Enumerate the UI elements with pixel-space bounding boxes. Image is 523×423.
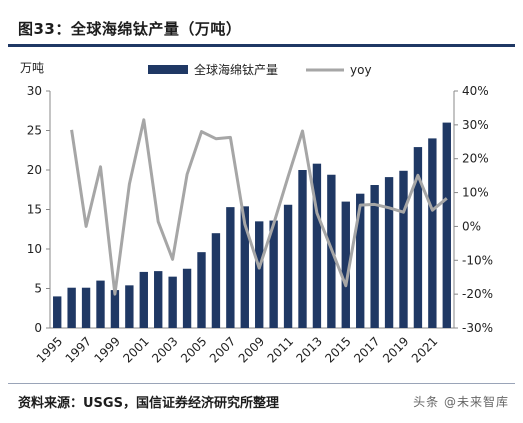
production-bar bbox=[240, 206, 249, 328]
x-axis-tick-label: 2005 bbox=[178, 334, 209, 365]
title-rule bbox=[8, 44, 515, 47]
right-axis-tick-label: 30% bbox=[462, 118, 489, 132]
left-axis-tick-label: 25 bbox=[27, 124, 42, 138]
x-axis-tick-label: 1999 bbox=[91, 334, 122, 365]
chart: 0 5 10 15 20 25 30 万吨 -30% -20% -10% 0% 10% 20% 30% 40%… bbox=[0, 48, 523, 380]
production-bar bbox=[370, 185, 379, 328]
chart-svg: 0 5 10 15 20 25 30 万吨 -30% -20% -10% 0% 10% 20% 30% 40%… bbox=[20, 61, 493, 366]
watermark: 头条 @未来智库 bbox=[413, 395, 509, 409]
production-bar bbox=[81, 287, 91, 328]
legend-bar-swatch bbox=[148, 65, 188, 74]
legend-bar-label: 全球海绵钛产量 bbox=[194, 62, 278, 77]
production-bar bbox=[341, 201, 350, 328]
production-bar bbox=[413, 147, 423, 328]
production-bar bbox=[283, 204, 293, 328]
production-bar bbox=[182, 268, 192, 328]
x-axis-tick-label: 2001 bbox=[120, 334, 151, 365]
x-axis-tick-label: 2007 bbox=[207, 334, 238, 365]
right-axis-tick-label: 10% bbox=[462, 186, 489, 200]
figure-title: 图33：全球海绵钛产量（万吨） bbox=[18, 20, 242, 38]
left-axis-unit-label: 万吨 bbox=[20, 61, 44, 75]
right-axis-tick-label: 0% bbox=[462, 219, 481, 233]
right-axis-tick-label: -30% bbox=[462, 321, 493, 335]
production-bar bbox=[399, 170, 408, 328]
production-bar bbox=[125, 285, 134, 328]
left-axis-tick-label: 20 bbox=[27, 163, 42, 177]
x-axis-tick-label: 1995 bbox=[34, 334, 65, 365]
production-bar bbox=[154, 271, 163, 328]
production-bar bbox=[96, 280, 105, 328]
left-axis-tick-label: 0 bbox=[34, 321, 42, 335]
left-axis-tick-label: 15 bbox=[27, 203, 42, 217]
production-bar bbox=[53, 296, 62, 328]
production-bar bbox=[269, 220, 278, 328]
production-bar bbox=[428, 138, 437, 328]
production-bar bbox=[255, 221, 264, 328]
production-bar bbox=[356, 193, 365, 328]
left-axis-tick-label: 10 bbox=[27, 242, 42, 256]
right-axis-tick-label: 20% bbox=[462, 152, 489, 166]
right-axis-tick-label: -20% bbox=[462, 287, 493, 301]
legend-line-label: yoy bbox=[350, 63, 372, 77]
production-bar bbox=[211, 233, 221, 328]
source-note: 资料来源：USGS，国信证券经济研究所整理 bbox=[18, 396, 279, 411]
x-axis-tick-label: 2013 bbox=[293, 334, 324, 365]
source-rule bbox=[8, 383, 515, 384]
production-bar bbox=[110, 290, 120, 328]
production-bar bbox=[168, 276, 177, 328]
x-axis-tick-label: 2019 bbox=[380, 334, 411, 365]
production-bar bbox=[226, 207, 235, 328]
production-bar bbox=[197, 252, 206, 328]
production-bar bbox=[442, 122, 451, 328]
x-axis-tick-label: 2015 bbox=[322, 334, 353, 365]
production-bar bbox=[298, 170, 307, 328]
production-bar bbox=[312, 163, 322, 328]
left-axis-tick-label: 30 bbox=[27, 84, 42, 98]
x-axis-tick-label: 2009 bbox=[236, 334, 267, 365]
x-axis-tick-label: 2017 bbox=[351, 334, 382, 365]
right-axis-tick-label: 40% bbox=[462, 84, 489, 98]
x-axis-tick-label: 2021 bbox=[409, 334, 440, 365]
production-bar bbox=[384, 177, 394, 328]
x-axis-tick-label: 1997 bbox=[63, 334, 94, 365]
production-bar bbox=[67, 287, 76, 328]
left-axis-tick-label: 5 bbox=[34, 282, 42, 296]
yoy-line bbox=[70, 118, 448, 296]
x-axis-tick-label: 2011 bbox=[265, 334, 296, 365]
production-bar bbox=[139, 271, 148, 328]
x-axis-tick-label: 2003 bbox=[149, 334, 180, 365]
right-axis-tick-label: -10% bbox=[462, 253, 493, 267]
